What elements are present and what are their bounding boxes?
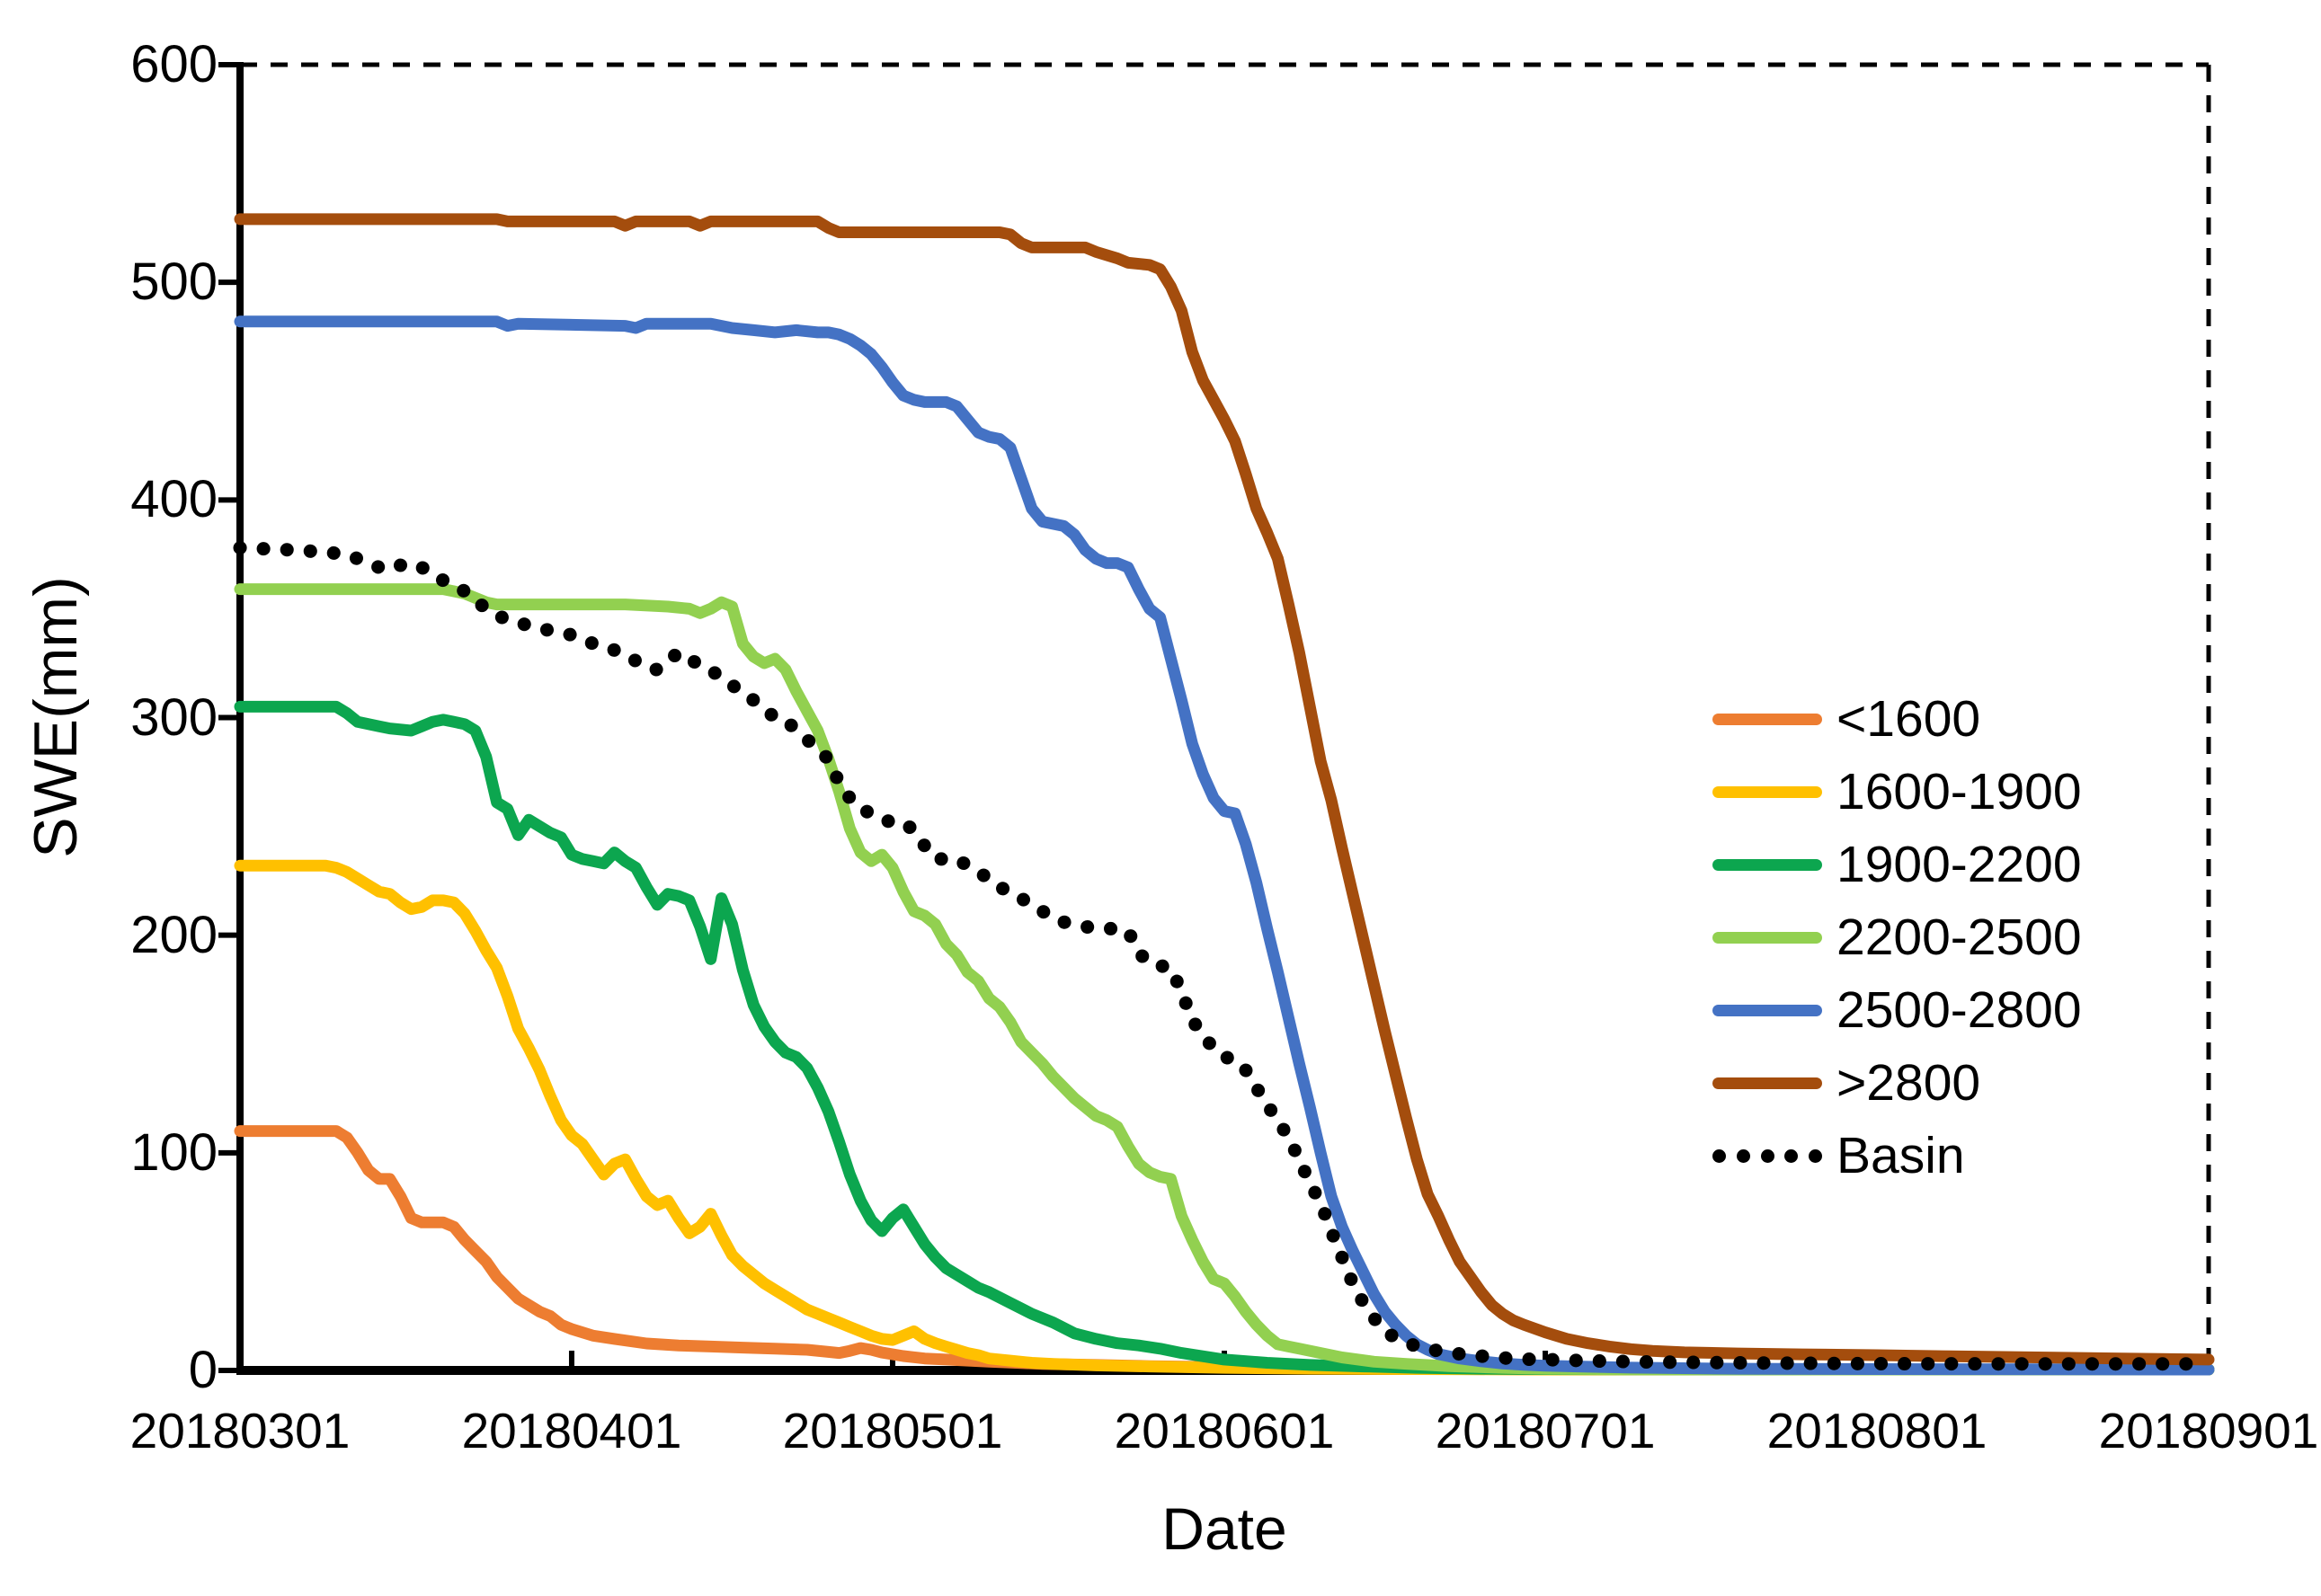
legend-label: 2200-2500: [1836, 909, 2082, 966]
x-tick-label: 20180501: [782, 1403, 1003, 1459]
legend-line-sample: [1712, 786, 1822, 798]
y-tick-label: 100: [130, 1122, 218, 1182]
legend-label: <1600: [1836, 690, 1981, 748]
legend-line-sample: [1712, 932, 1822, 944]
x-tick-label: 20180801: [1766, 1403, 1988, 1459]
x-axis-title: Date: [1161, 1495, 1287, 1562]
x-tick-label: 20180301: [129, 1403, 351, 1459]
legend-label: 1600-1900: [1836, 763, 2082, 820]
series-line-basin: [233, 541, 2216, 1371]
legend-line-sample: [1712, 859, 1822, 871]
series-line-1900-2200: [234, 700, 2215, 1376]
y-tick-label: 300: [130, 687, 218, 747]
legend-label: 1900-2200: [1836, 836, 2082, 893]
series-line-1600-1900: [234, 859, 2215, 1376]
y-tick-label: 0: [188, 1341, 218, 1399]
series-line-2800: [234, 213, 2215, 1366]
x-tick-label: 20180901: [2098, 1403, 2319, 1459]
y-tick-label: 200: [130, 905, 218, 964]
legend-item-basin: Basin: [1712, 1120, 2082, 1193]
legend: <1600 1600-1900 1900-2200 2200-2500 2500-280…: [1712, 683, 2082, 1193]
legend-label: 2500-2800: [1836, 981, 2082, 1039]
series-line-2500-2800: [234, 315, 2215, 1376]
legend-dot: [1784, 1149, 1799, 1163]
plot-borders: [240, 62, 2211, 1370]
legend-item-1600: <1600: [1712, 683, 2082, 756]
legend-dot: [1760, 1149, 1774, 1163]
x-tick-label: 20180601: [1114, 1403, 1335, 1459]
legend-item-2500-2800: 2500-2800: [1712, 974, 2082, 1047]
legend-dot: [1736, 1149, 1750, 1163]
legend-item-2800: >2800: [1712, 1047, 2082, 1120]
legend-dot: [1712, 1149, 1726, 1163]
legend-dot: [1809, 1149, 1822, 1163]
legend-dotted-line-sample: [1712, 1149, 1822, 1164]
legend-item-1600-1900: 1600-1900: [1712, 756, 2082, 829]
legend-item-2200-2500: 2200-2500: [1712, 901, 2082, 974]
y-tick-label: 600: [130, 35, 218, 93]
x-tick-label: 20180401: [461, 1403, 682, 1459]
y-tick-label: 400: [130, 470, 218, 529]
series-lines: [233, 213, 2216, 1376]
legend-line-sample: [1712, 1005, 1822, 1016]
legend-label: Basin: [1836, 1127, 1965, 1184]
legend-line-sample: [1712, 714, 1822, 725]
legend-label: >2800: [1836, 1054, 1981, 1112]
y-tick-label: 500: [130, 253, 218, 312]
x-tick-label: 20180701: [1435, 1403, 1656, 1459]
legend-item-1900-2200: 1900-2200: [1712, 829, 2082, 901]
legend-line-sample: [1712, 1077, 1822, 1089]
series-line-2200-2500: [234, 583, 2215, 1376]
